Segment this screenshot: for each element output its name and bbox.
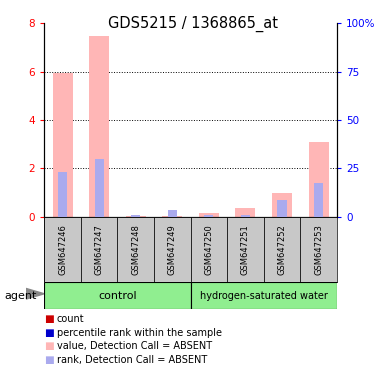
Bar [278, 200, 286, 217]
Text: control: control [98, 291, 137, 301]
Bar [191, 282, 337, 309]
Text: GSM647253: GSM647253 [314, 224, 323, 275]
Bar [308, 142, 329, 217]
Bar [199, 214, 219, 217]
Bar [162, 216, 182, 217]
Text: percentile rank within the sample: percentile rank within the sample [57, 328, 222, 338]
Bar [272, 193, 292, 217]
Bar [227, 217, 264, 282]
Bar [89, 36, 109, 217]
Text: value, Detection Call = ABSENT: value, Detection Call = ABSENT [57, 341, 212, 351]
Text: GSM647251: GSM647251 [241, 224, 250, 275]
Text: ■: ■ [44, 355, 54, 365]
Text: GSM647247: GSM647247 [95, 224, 104, 275]
Bar [191, 217, 227, 282]
Bar [117, 217, 154, 282]
Bar [204, 215, 213, 217]
Bar [300, 217, 337, 282]
Bar [168, 210, 177, 217]
Text: hydrogen-saturated water: hydrogen-saturated water [200, 291, 328, 301]
Bar [52, 73, 73, 217]
Bar [154, 217, 191, 282]
Bar [126, 216, 146, 217]
Bar [235, 209, 256, 217]
Bar [131, 215, 140, 217]
Text: count: count [57, 314, 85, 324]
Bar [95, 159, 104, 217]
Bar [314, 183, 323, 217]
Text: GSM647252: GSM647252 [278, 224, 286, 275]
Text: GSM647250: GSM647250 [204, 224, 213, 275]
Text: GSM647248: GSM647248 [131, 224, 140, 275]
Text: GSM647246: GSM647246 [58, 224, 67, 275]
Polygon shape [26, 288, 44, 299]
Bar [241, 215, 250, 217]
Bar [44, 217, 81, 282]
Text: ■: ■ [44, 341, 54, 351]
Text: ■: ■ [44, 314, 54, 324]
Text: agent: agent [5, 291, 37, 301]
Bar [58, 172, 67, 217]
Text: GSM647249: GSM647249 [168, 224, 177, 275]
Bar [264, 217, 300, 282]
Text: ■: ■ [44, 328, 54, 338]
Text: rank, Detection Call = ABSENT: rank, Detection Call = ABSENT [57, 355, 207, 365]
Text: GDS5215 / 1368865_at: GDS5215 / 1368865_at [107, 16, 278, 32]
Bar [44, 282, 191, 309]
Bar [81, 217, 117, 282]
